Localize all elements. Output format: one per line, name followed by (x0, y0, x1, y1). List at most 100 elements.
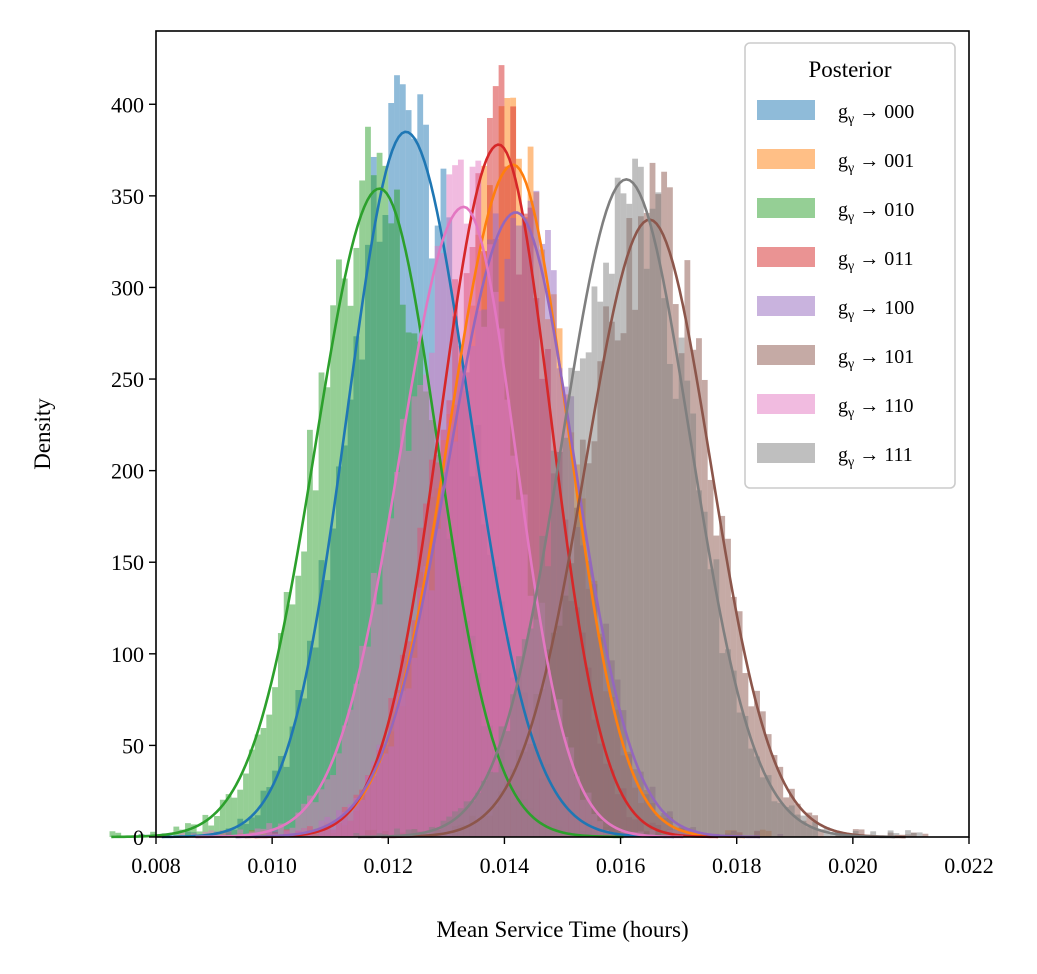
histogram-bar (562, 437, 569, 837)
histogram-bar (318, 372, 325, 837)
histogram-bar (336, 259, 342, 838)
histogram-bar (684, 380, 691, 837)
x-axis-label: Mean Service Time (hours) (436, 917, 688, 942)
histogram-bar (713, 559, 720, 837)
histogram-bar (655, 192, 662, 837)
kde-line-7 (358, 178, 895, 839)
histogram-bar (603, 262, 609, 837)
histogram-bar (690, 413, 697, 837)
histogram-bar (394, 472, 400, 837)
histogram-bar (446, 174, 453, 837)
histogram-bar (446, 816, 453, 837)
histogram-bar (579, 358, 586, 837)
histogram-bar (672, 398, 679, 837)
legend-item-1: gγ → 001 (757, 149, 914, 176)
histogram-bar (115, 832, 122, 837)
histogram-bar (399, 418, 406, 837)
histogram-bar (585, 352, 592, 837)
histogram-bar (376, 152, 383, 838)
histogram-bar (922, 833, 929, 837)
histogram-bar (608, 273, 615, 837)
legend-label: gγ → 100 (838, 297, 914, 323)
kde-line-3 (254, 143, 719, 839)
histogram-bar (637, 166, 644, 838)
histogram-bar (463, 801, 470, 837)
kde-line-2 (111, 187, 624, 839)
histogram-bar (394, 828, 400, 837)
histogram-bar (248, 749, 255, 837)
x-tick-label: 0.018 (712, 853, 762, 878)
histogram-bar (347, 305, 354, 837)
histogram-bar (324, 387, 331, 837)
histogram-bar (481, 780, 488, 837)
x-tick-label: 0.022 (944, 853, 994, 878)
histogram-bar (818, 829, 824, 837)
histogram-bar (359, 645, 366, 837)
histogram-bar (283, 591, 290, 837)
histogram-bar (370, 175, 377, 837)
histogram-bar (469, 801, 476, 837)
histogram-bar (794, 814, 801, 837)
legend-swatch (757, 443, 815, 463)
histogram-bar (440, 820, 447, 837)
legend-swatch (757, 296, 815, 316)
histogram-bar (341, 278, 348, 837)
histogram-bar (428, 826, 435, 837)
histogram-bar (353, 247, 360, 837)
legend-item-3: gγ → 011 (757, 247, 913, 274)
histogram-bar (324, 779, 331, 837)
kde-line-0 (161, 130, 675, 839)
histogram-bar (632, 158, 638, 838)
y-tick-label: 150 (111, 550, 144, 575)
histogram-bar (179, 832, 186, 837)
y-tick-label: 50 (122, 733, 144, 758)
legend-label: gγ → 011 (838, 248, 913, 274)
histogram-bar (556, 452, 563, 837)
histogram-bar (893, 833, 900, 837)
histogram-bar (696, 490, 702, 837)
histogram-bar (457, 159, 464, 838)
histogram-bar (475, 792, 482, 837)
histogram-bar (870, 831, 877, 837)
histogram-bar (771, 801, 778, 837)
x-tick-label: 0.016 (596, 853, 646, 878)
x-tick-label: 0.008 (131, 853, 181, 878)
legend-label: gγ → 101 (838, 346, 914, 372)
histogram-series-7 (353, 158, 923, 838)
histogram-bar (347, 709, 354, 837)
histogram-bar (359, 180, 366, 837)
histogram-bar (707, 569, 714, 837)
histogram-bar (318, 789, 325, 837)
histogram-bar (701, 511, 708, 837)
histogram-bar (219, 830, 226, 837)
x-tick-label: 0.010 (247, 853, 297, 878)
histogram-bar (481, 326, 488, 837)
histogram-bar (301, 803, 307, 837)
histogram-bar (829, 833, 836, 837)
legend-title: Posterior (808, 57, 891, 82)
histogram-bar (777, 802, 784, 837)
histogram-bar (214, 816, 220, 837)
histogram-bar (475, 160, 482, 837)
histogram-bar (411, 396, 418, 837)
axes-layer: 0.008 0.010 0.012 0.014 0.016 0.018 0.020 0.022… (30, 30, 994, 942)
legend-item-4: gγ → 100 (757, 296, 914, 323)
histogram-bar (678, 337, 685, 837)
legend-swatch (757, 345, 815, 365)
histogram-bar (719, 653, 726, 837)
histogram-bar (365, 646, 371, 837)
histogram-bar (516, 656, 522, 837)
legend-item-6: gγ → 110 (757, 394, 913, 421)
y-tick-label: 300 (111, 275, 144, 300)
y-tick-label: 200 (111, 459, 144, 484)
histogram-bar (150, 831, 156, 837)
histogram-bar (457, 808, 464, 837)
histogram-bar (254, 734, 261, 837)
legend-label: gγ → 111 (838, 444, 913, 470)
kde-line-4 (235, 211, 760, 839)
histogram-bar (591, 286, 598, 838)
histogram-bar (788, 805, 795, 837)
histogram-bar (510, 455, 517, 837)
histogram-bar (533, 190, 540, 838)
histogram-bar (730, 670, 737, 837)
